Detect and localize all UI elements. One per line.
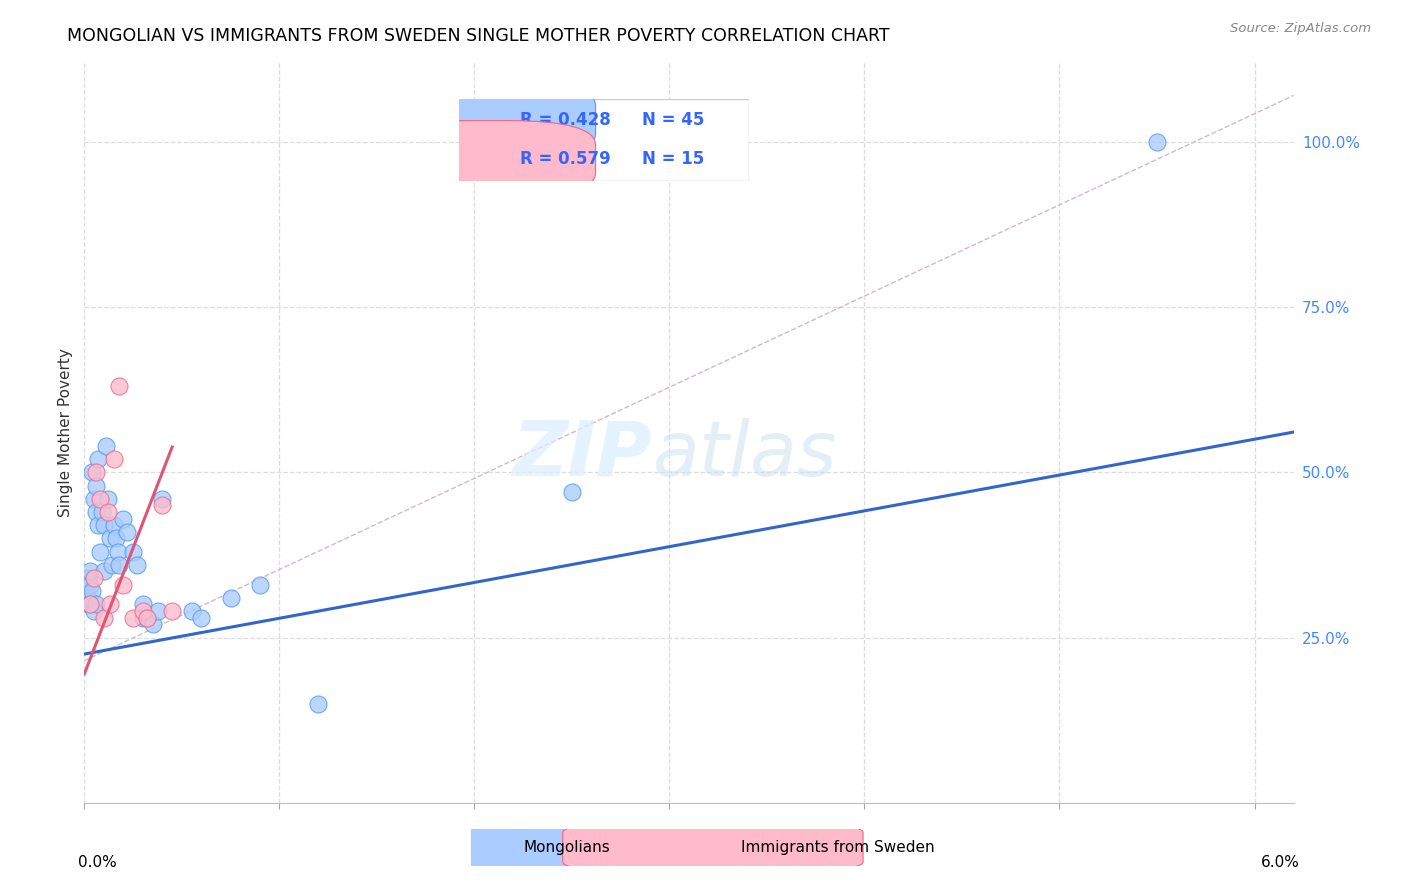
Point (104, 532, 127, 546)
Text: Source: ZipAtlas.com: Source: ZipAtlas.com (1230, 22, 1371, 36)
Text: 6.0%: 6.0% (1261, 855, 1299, 870)
Point (103, 452, 125, 467)
Point (125, 558, 148, 572)
Point (117, 524, 139, 539)
Point (108, 379, 131, 393)
Point (94, 439, 117, 453)
Point (142, 617, 165, 632)
Point (84, 478, 107, 492)
Point (249, 577, 271, 591)
Point (77, 598, 100, 612)
Point (219, 591, 242, 605)
Text: MONGOLIAN VS IMMIGRANTS FROM SWEDEN SINGLE MOTHER POVERTY CORRELATION CHART: MONGOLIAN VS IMMIGRANTS FROM SWEDEN SING… (67, 27, 890, 45)
Point (82, 584, 104, 599)
Point (84, 465, 107, 479)
Point (122, 610, 145, 624)
Point (112, 577, 135, 591)
Point (90, 505, 112, 519)
Point (561, 485, 583, 500)
Point (87, 518, 110, 533)
Point (79, 577, 101, 591)
Point (84, 598, 107, 612)
Point (97, 505, 120, 519)
Point (307, 697, 329, 711)
Point (135, 610, 157, 624)
Point (83, 491, 105, 506)
Point (150, 499, 173, 513)
Point (132, 604, 155, 618)
Text: atlas: atlas (652, 417, 837, 491)
Point (75, 584, 97, 599)
Point (1146, 135, 1168, 149)
Point (93, 565, 115, 579)
Point (83, 604, 105, 618)
Point (100, 558, 122, 572)
Point (190, 610, 212, 624)
Point (98, 532, 121, 546)
Point (82, 465, 104, 479)
Point (108, 558, 131, 572)
Point (89, 544, 111, 558)
Point (122, 544, 145, 558)
Point (79, 565, 101, 579)
Y-axis label: Single Mother Poverty: Single Mother Poverty (58, 348, 73, 517)
Point (93, 518, 115, 533)
Point (107, 544, 129, 558)
Point (135, 610, 157, 624)
Point (103, 518, 125, 533)
Point (148, 604, 170, 618)
Point (79, 598, 101, 612)
Point (132, 610, 155, 624)
Text: 0.0%: 0.0% (79, 855, 117, 870)
Point (93, 610, 115, 624)
Point (180, 604, 202, 618)
Point (112, 511, 135, 525)
Point (150, 491, 173, 506)
Text: ZIP: ZIP (513, 417, 652, 491)
Point (77, 571, 100, 585)
Point (97, 491, 120, 506)
Point (87, 452, 110, 467)
Point (160, 604, 183, 618)
Point (98, 598, 121, 612)
Point (89, 491, 111, 506)
Point (83, 571, 105, 585)
Point (77, 591, 100, 605)
Point (132, 598, 155, 612)
Point (84, 505, 107, 519)
Point (79, 598, 101, 612)
